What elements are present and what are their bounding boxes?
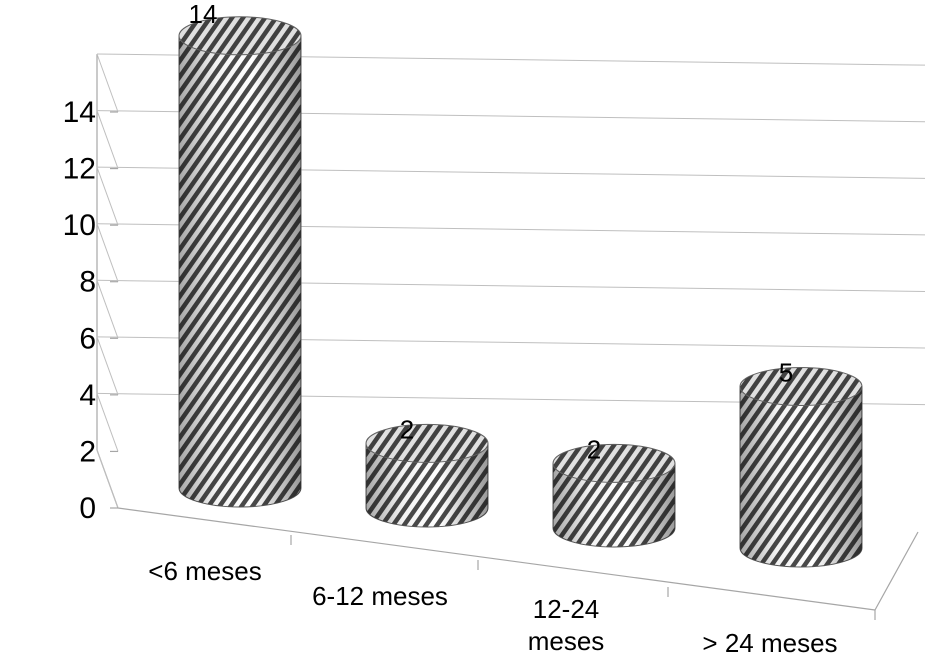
y-tick-label: 14 xyxy=(63,96,96,129)
y-tick-label: 6 xyxy=(79,322,96,355)
x-tick-label-line: 12-24 xyxy=(533,594,600,624)
bar-shade xyxy=(179,35,301,507)
bar-2: 2 xyxy=(552,434,676,548)
x-axis-labels: <6 meses 6-12 meses 12-24 meses > 24 meses xyxy=(148,535,876,658)
x-tick-label: 6-12 meses xyxy=(312,581,448,611)
gridline-side xyxy=(96,53,119,113)
x-tick-label-line: <6 meses xyxy=(148,556,261,586)
gridline-side xyxy=(96,336,119,396)
x-tick-label: 12-24 meses xyxy=(528,594,605,656)
gridline-side xyxy=(96,166,119,226)
y-tick-label: 0 xyxy=(79,492,96,525)
bar-shade xyxy=(553,463,675,547)
gridline-side xyxy=(96,110,119,169)
data-label: 2 xyxy=(587,434,601,464)
y-tick-label: 10 xyxy=(63,209,96,242)
bar-top xyxy=(552,443,676,483)
bar-0: 14 xyxy=(178,0,302,508)
data-label: 2 xyxy=(400,414,414,444)
bar-shade xyxy=(366,443,488,527)
x-tick-label-line: meses xyxy=(528,626,605,656)
gridline-side xyxy=(96,280,119,339)
y-tick-label: 4 xyxy=(79,379,96,412)
x-tick-label-line: > 24 meses xyxy=(702,628,837,658)
bar-top-tint xyxy=(553,444,675,483)
x-tick-label: <6 meses xyxy=(148,556,261,586)
data-label: 14 xyxy=(189,0,218,29)
gridline-side xyxy=(96,449,119,509)
bar-top-tint xyxy=(366,424,488,463)
bar-3: 5 xyxy=(739,358,863,568)
x-tick-label-line: 6-12 meses xyxy=(312,581,448,611)
bar-top xyxy=(739,367,863,406)
bar-top-tint xyxy=(179,16,301,55)
floor-right-edge xyxy=(874,531,919,611)
gridline-side xyxy=(96,393,119,452)
y-tick-label: 2 xyxy=(79,435,96,468)
y-tick-label: 12 xyxy=(63,153,96,186)
bar-top xyxy=(178,16,302,56)
bar-shade xyxy=(740,386,862,567)
data-label: 5 xyxy=(779,358,793,388)
bar-top xyxy=(365,423,489,463)
y-axis-ticks: 0 2 4 6 8 10 12 14 xyxy=(63,96,118,525)
bars: 14 2 2 5 xyxy=(178,0,863,568)
floor-front-edge xyxy=(117,507,876,611)
bar-top-tint xyxy=(740,367,862,406)
gridline-side xyxy=(96,223,119,282)
bar-1: 2 xyxy=(365,414,489,528)
x-tick-label: > 24 meses xyxy=(702,628,837,658)
y-tick-label: 8 xyxy=(79,266,96,299)
